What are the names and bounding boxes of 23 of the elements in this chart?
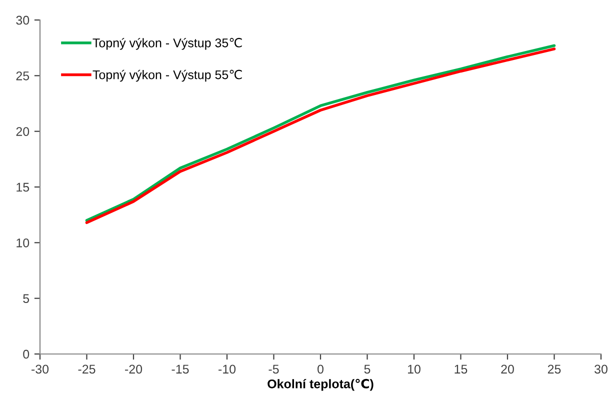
x-tick-label: -5 xyxy=(268,364,279,374)
x-tick-label: -10 xyxy=(218,364,236,374)
y-tick-label: 25 xyxy=(16,71,30,80)
y-tick-label: 15 xyxy=(16,182,30,192)
y-tick-label: 0 xyxy=(23,350,30,359)
y-tick-label: 5 xyxy=(23,294,30,303)
x-tick-label: 5 xyxy=(364,364,370,374)
legend-label: Topný výkon - Výstup 55℃ xyxy=(92,70,242,82)
y-tick-label: 30 xyxy=(16,16,30,25)
x-axis-title: Okolní teplota(℃) xyxy=(268,378,374,391)
x-tick-label: 20 xyxy=(501,364,514,374)
x-tick-label: -15 xyxy=(172,364,189,374)
x-tick-label: 10 xyxy=(408,364,420,374)
x-tick-label: -25 xyxy=(78,364,96,374)
x-tick-label: 30 xyxy=(594,364,608,374)
legend-label: Topný výkon - Výstup 35℃ xyxy=(92,38,242,50)
x-tick-label: -30 xyxy=(32,364,49,374)
y-tick-label: 10 xyxy=(16,238,30,248)
x-tick-label: -20 xyxy=(125,364,142,374)
y-tick-label: 20 xyxy=(16,127,30,136)
x-tick-label: 0 xyxy=(318,364,324,374)
x-tick-label: 15 xyxy=(454,364,468,374)
x-tick-label: 25 xyxy=(548,364,561,374)
